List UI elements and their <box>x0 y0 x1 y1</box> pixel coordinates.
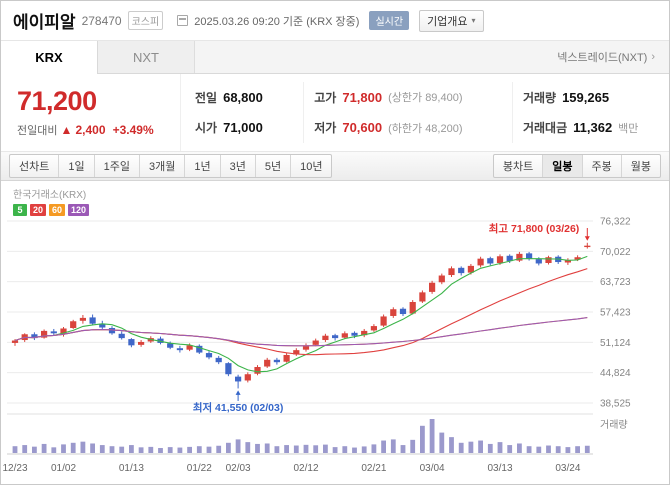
period-10year-button[interactable]: 10년 <box>300 161 323 173</box>
high-label: 고가 <box>314 90 337 105</box>
line-chart-button[interactable]: 선차트 <box>10 155 60 177</box>
period-1year-button[interactable]: 1년 <box>185 155 221 177</box>
candle-chart-button[interactable]: 봉차트 <box>494 155 544 177</box>
high-cell: 고가 71,800 (상한가 89,400) <box>303 82 512 113</box>
svg-text:03/04: 03/04 <box>420 463 445 474</box>
ma-chip-20: 20 <box>30 204 47 216</box>
chart-area: 76,322 70,022 63,723 57,423 51,124 44,824 38,5… <box>1 181 669 484</box>
monthly-candle-button[interactable]: 월봉 <box>630 161 651 173</box>
svg-text:44,824: 44,824 <box>600 368 631 379</box>
ma-chip-60: 60 <box>49 204 66 216</box>
price-change-line: 전일대비 ▲ 2,400 +3.49% <box>17 122 180 138</box>
open-label: 시가 <box>195 121 218 136</box>
chart-source-label: 한국거래소(KRX) <box>13 190 87 201</box>
period-1week-button[interactable]: 1주일 <box>95 155 140 177</box>
annotation-high: 최고 71,800 (03/26) <box>489 222 580 235</box>
svg-text:03/13: 03/13 <box>487 463 512 474</box>
volume-cell: 거래량 159,265 <box>511 82 665 113</box>
svg-text:01/13: 01/13 <box>119 463 144 474</box>
amount-label: 거래대금 <box>522 121 568 136</box>
lower-limit: (하한가 48,200) <box>388 122 463 135</box>
volume-value: 159,265 <box>562 89 610 105</box>
weekly-candle-button[interactable]: 주봉 <box>583 155 622 177</box>
grid: 76,322 70,022 63,723 57,423 51,124 44,824 38,5… <box>7 217 631 410</box>
chart-toolbar: 선차트 1일 1주일 3개월 1년 3년 5년 10년 봉차트 일봉 주봉 월봉 <box>1 152 669 181</box>
svg-text:57,423: 57,423 <box>600 308 631 319</box>
open-cell: 시가 71,000 <box>185 113 303 144</box>
volume-pane-label: 거래량 <box>600 419 628 431</box>
ma-line-120 <box>14 317 588 347</box>
current-price-block: 71,200 전일대비 ▲ 2,400 +3.49% <box>1 74 181 151</box>
candles <box>11 242 591 389</box>
volume-bars <box>12 419 590 453</box>
ma-legend: 5 20 60 120 <box>13 200 92 218</box>
svg-text:01/02: 01/02 <box>51 463 76 474</box>
current-price: 71,200 <box>17 85 97 116</box>
svg-text:03/24: 03/24 <box>555 463 580 474</box>
prev-close-cell: 전일 68,800 <box>185 82 303 113</box>
ma-line-5 <box>14 255 588 373</box>
svg-text:02/03: 02/03 <box>226 463 251 474</box>
svg-text:12/23: 12/23 <box>2 463 27 474</box>
amount-cell: 거래대금 11,362 백만 <box>511 112 665 143</box>
prev-close-value: 68,800 <box>223 89 263 105</box>
stock-code: 278470 <box>81 13 122 28</box>
nextrade-link[interactable]: 넥스트레이드(NXT) › <box>557 41 669 73</box>
period-1day-button[interactable]: 1일 <box>59 155 95 177</box>
svg-text:38,525: 38,525 <box>600 399 631 410</box>
daily-candle-button[interactable]: 일봉 <box>543 155 583 177</box>
ma-line-60 <box>14 317 588 347</box>
svg-text:76,322: 76,322 <box>600 217 631 228</box>
change-label: 전일대비 <box>17 124 58 137</box>
svg-text:63,723: 63,723 <box>600 277 631 288</box>
candle-button-group: 봉차트 일봉 주봉 월봉 <box>492 154 661 178</box>
open-value: 71,000 <box>223 120 263 136</box>
nextrade-link-label: 넥스트레이드(NXT) <box>557 52 648 64</box>
up-triangle-icon: ▲ <box>60 122 73 137</box>
quote-datetime: 2025.03.26 09:20 기준 (KRX 장중) <box>194 15 360 28</box>
change-value: 2,400 <box>75 122 106 137</box>
market-badge: 코스피 <box>127 11 164 30</box>
chevron-right-icon: › <box>651 51 655 63</box>
period-3month-button[interactable]: 3개월 <box>140 155 186 177</box>
svg-text:51,124: 51,124 <box>600 338 631 349</box>
ma-chip-5: 5 <box>13 204 27 216</box>
low-cell: 저가 70,600 (하한가 48,200) <box>303 112 512 143</box>
tab-krx[interactable]: KRX <box>1 41 98 74</box>
company-overview-button[interactable]: 기업개요 ▾ <box>419 9 484 32</box>
period-button-group: 선차트 1일 1주일 3개월 1년 3년 5년 10년 <box>9 154 333 178</box>
company-overview-label: 기업개요 <box>427 15 468 28</box>
svg-text:01/22: 01/22 <box>187 463 212 474</box>
volume-label: 거래량 <box>522 90 557 105</box>
stock-name: 에이피알 <box>13 13 76 32</box>
svg-text:02/21: 02/21 <box>361 463 386 474</box>
amount-unit: 백만 <box>618 122 639 135</box>
period-3year-button[interactable]: 3년 <box>221 155 256 177</box>
chevron-down-icon: ▾ <box>471 16 476 25</box>
realtime-button[interactable]: 실시간 <box>369 11 410 30</box>
period-5year-button[interactable]: 5년 <box>256 155 292 177</box>
price-summary: 71,200 전일대비 ▲ 2,400 +3.49% 전일 68,800 시가 … <box>1 74 669 152</box>
svg-text:70,022: 70,022 <box>600 247 631 258</box>
svg-text:02/12: 02/12 <box>293 463 318 474</box>
low-value: 70,600 <box>342 120 383 136</box>
calendar-icon <box>177 15 189 26</box>
low-label: 저가 <box>314 121 337 136</box>
change-percent: +3.49% <box>112 122 154 137</box>
high-value: 71,800 <box>342 89 383 105</box>
amount-value: 11,362 <box>573 120 613 136</box>
header: 에이피알 278470 코스피 2025.03.26 09:20 기준 (KRX… <box>1 1 669 41</box>
ma-chip-120: 120 <box>68 204 90 216</box>
candlestick-chart: 76,322 70,022 63,723 57,423 51,124 44,824 38,5… <box>2 217 631 475</box>
exchange-tabstrip: KRX NXT 넥스트레이드(NXT) › <box>1 41 669 74</box>
quote-grid: 전일 68,800 시가 71,000 고가 71,800 (상한가 89,40… <box>181 74 669 151</box>
prev-close-label: 전일 <box>195 90 218 105</box>
tab-nxt[interactable]: NXT <box>98 41 195 73</box>
upper-limit: (상한가 89,400) <box>388 92 463 105</box>
x-axis-labels: 12/23 01/02 01/13 01/22 02/03 02/12 02/21 03/04… <box>2 463 580 474</box>
annotation-low: 최저 41,550 (02/03) <box>193 401 284 414</box>
